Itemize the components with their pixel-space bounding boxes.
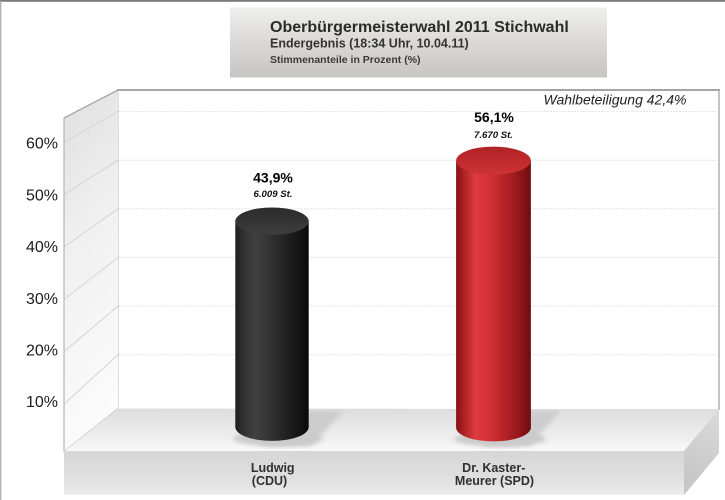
svg-text:30%: 30% xyxy=(26,291,58,308)
svg-text:Meurer (SPD): Meurer (SPD) xyxy=(455,474,534,488)
svg-text:56,1%: 56,1% xyxy=(474,109,514,125)
svg-text:43,9%: 43,9% xyxy=(253,169,293,185)
svg-text:7.670 St.: 7.670 St. xyxy=(474,130,513,141)
svg-text:6.009 St.: 6.009 St. xyxy=(254,189,293,200)
svg-text:(CDU): (CDU) xyxy=(252,474,287,488)
svg-text:Stimmenanteile in Prozent (%): Stimmenanteile in Prozent (%) xyxy=(270,54,421,66)
svg-text:Wahlbeteiligung 42,4%: Wahlbeteiligung 42,4% xyxy=(544,92,687,108)
svg-text:Ludwig: Ludwig xyxy=(251,461,295,475)
svg-text:50%: 50% xyxy=(26,187,58,204)
svg-text:40%: 40% xyxy=(26,239,58,256)
svg-text:Oberbürgermeisterwahl 2011 Sti: Oberbürgermeisterwahl 2011 Stichwahl xyxy=(270,19,569,36)
svg-text:20%: 20% xyxy=(26,343,58,360)
svg-text:10%: 10% xyxy=(26,394,58,411)
svg-text:60%: 60% xyxy=(26,136,58,153)
svg-text:Endergebnis (18:34 Uhr, 10.04.: Endergebnis (18:34 Uhr, 10.04.11) xyxy=(270,37,469,51)
svg-text:Dr. Kaster-: Dr. Kaster- xyxy=(462,461,525,475)
